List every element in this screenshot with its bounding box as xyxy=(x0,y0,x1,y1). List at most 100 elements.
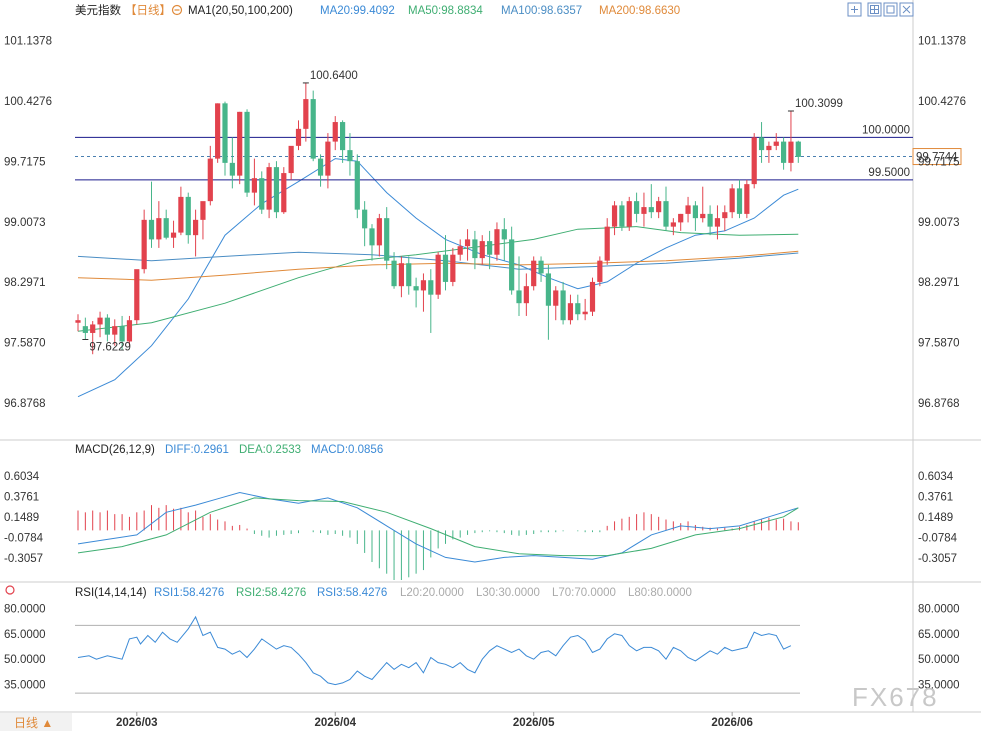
macd-tick-left: -0.0784 xyxy=(4,532,44,544)
candle-down xyxy=(472,239,478,259)
candle-up xyxy=(751,137,757,185)
candle-down xyxy=(707,213,713,227)
candle-up xyxy=(678,213,684,223)
price-tick-left: 98.2971 xyxy=(4,277,46,289)
candle-down xyxy=(163,218,169,238)
candle-up xyxy=(156,218,162,240)
price-tick-left: 100.4276 xyxy=(4,96,52,108)
time-label: 2026/04 xyxy=(314,717,356,729)
candle-down xyxy=(516,290,522,304)
candle-up xyxy=(744,184,750,214)
candle-down xyxy=(384,218,390,261)
price-tick-left: 97.5870 xyxy=(4,338,46,350)
candle-up xyxy=(207,158,213,202)
candle-down xyxy=(442,254,449,282)
candlesticks[interactable] xyxy=(75,82,801,355)
candle-up xyxy=(398,263,404,287)
candle-up xyxy=(553,290,559,306)
candle-up xyxy=(626,201,632,227)
ma200-value: MA200:98.6630 xyxy=(599,5,680,17)
ma50-value: MA50:98.8834 xyxy=(408,5,483,17)
candle-up xyxy=(141,219,147,270)
settings-icon[interactable] xyxy=(171,4,183,16)
time-label: 2026/06 xyxy=(711,717,753,729)
candle-up xyxy=(589,281,596,312)
candle-up xyxy=(523,286,529,304)
candle-up xyxy=(281,173,287,213)
grid-icon xyxy=(870,5,879,14)
l70-value: L70:70.0000 xyxy=(552,587,616,599)
price-tick-right: 100.4276 xyxy=(918,96,966,108)
candle-up xyxy=(494,229,500,255)
chart-title: 美元指数 xyxy=(75,3,121,17)
price-tick-right: 101.1378 xyxy=(918,36,966,48)
candle-up xyxy=(773,141,779,146)
close-icon xyxy=(902,5,911,14)
candle-down xyxy=(487,241,493,255)
candle-down xyxy=(538,260,544,274)
candle-down xyxy=(369,228,375,246)
price-tick-right: 99.0073 xyxy=(918,217,960,229)
candle-down xyxy=(119,326,125,342)
candle-down xyxy=(692,205,698,219)
period-tag[interactable]: 【日线】 xyxy=(125,3,171,17)
candle-down xyxy=(273,167,280,213)
candle-down xyxy=(362,209,368,229)
rsi-tick-left: 35.0000 xyxy=(4,680,46,692)
price-tick-right: 97.5870 xyxy=(918,338,960,350)
candle-up xyxy=(90,324,96,333)
macd-panel[interactable] xyxy=(77,491,799,581)
period-button-label[interactable]: 日线 ▲ xyxy=(14,716,53,730)
candle-down xyxy=(736,188,743,214)
candle-up xyxy=(193,219,199,236)
candle-up xyxy=(722,212,728,219)
candle-down xyxy=(104,317,110,335)
rsi-panel[interactable] xyxy=(75,615,800,694)
candle-down xyxy=(509,239,515,291)
high-annotation: 100.6400 xyxy=(310,70,358,82)
candle-down xyxy=(663,201,669,227)
candle-up xyxy=(200,201,206,220)
candle-down xyxy=(244,111,250,193)
rsi-settings-icon[interactable] xyxy=(5,585,15,595)
candle-up xyxy=(729,188,735,213)
candle-down xyxy=(575,303,581,315)
candle-up xyxy=(215,103,221,159)
candle-down xyxy=(648,207,654,213)
candle-down xyxy=(229,162,235,176)
rsi-tick-right: 50.0000 xyxy=(918,654,960,666)
move-icon xyxy=(851,6,858,13)
rsi1-value: RSI1:58.4276 xyxy=(154,587,224,599)
candle-up xyxy=(266,167,272,210)
candle-up xyxy=(97,317,103,325)
candle-down xyxy=(340,122,346,151)
candle-down xyxy=(259,178,265,210)
watermark-logo: FX678 xyxy=(852,682,939,712)
candle-up xyxy=(611,205,618,227)
macd-tick-right: -0.3057 xyxy=(918,553,957,565)
low-annotation: 97.6229 xyxy=(89,342,131,354)
price-tick-left: 99.0073 xyxy=(4,217,46,229)
macd-diff-value: DIFF:0.2961 xyxy=(165,444,229,456)
price-levels: 100.0000 99.5000 99.7744 xyxy=(75,124,962,181)
period-selector[interactable] xyxy=(0,713,72,731)
macd-tick-right: 0.6034 xyxy=(918,471,954,483)
rsi-tick-left: 65.0000 xyxy=(4,629,46,641)
rsi-tick-right: 35.0000 xyxy=(918,680,960,692)
candle-up xyxy=(656,201,662,213)
candle-down xyxy=(185,196,191,236)
candle-up xyxy=(435,254,441,295)
candle-down xyxy=(413,286,419,291)
candle-up xyxy=(714,218,721,227)
candle-up xyxy=(700,213,706,219)
candle-up xyxy=(457,246,463,255)
macd-tick-left: 0.1489 xyxy=(4,512,39,524)
candle-up xyxy=(420,280,427,291)
candle-down xyxy=(501,229,507,240)
candle-down xyxy=(428,280,434,295)
price-tick-right: 98.2971 xyxy=(918,277,960,289)
candle-up xyxy=(766,145,772,151)
maximize-button[interactable] xyxy=(883,2,898,17)
candle-up xyxy=(134,269,140,321)
